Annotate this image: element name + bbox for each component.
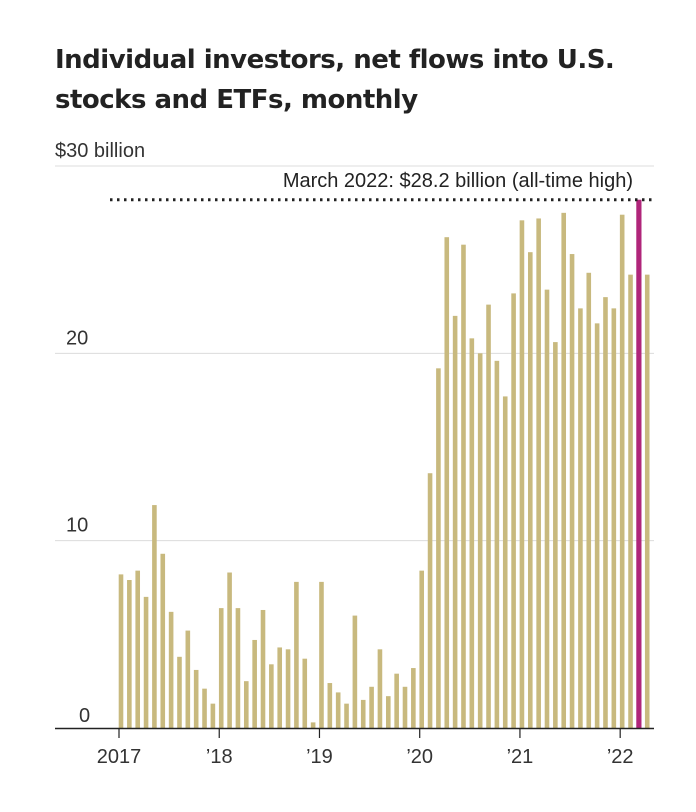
bar <box>444 237 450 729</box>
bar <box>519 220 525 728</box>
bar <box>502 396 508 728</box>
annotation-text: March 2022: $28.2 billion (all-time high… <box>283 170 633 192</box>
bar <box>452 315 458 728</box>
bar <box>569 254 575 728</box>
bar <box>344 703 349 728</box>
bar <box>285 649 291 728</box>
bar <box>527 252 533 728</box>
bar <box>611 308 617 728</box>
bar <box>127 580 132 728</box>
bar <box>243 681 249 728</box>
bar <box>419 570 425 728</box>
bar <box>135 570 141 728</box>
bar <box>477 353 483 728</box>
bar <box>427 473 433 728</box>
bar <box>461 244 466 728</box>
bar <box>385 696 391 728</box>
bar <box>227 572 232 728</box>
bar <box>118 574 124 728</box>
x-tick-label: ’18 <box>206 746 233 768</box>
bar <box>260 609 266 728</box>
bar <box>469 338 475 728</box>
bar <box>436 368 441 728</box>
bar <box>294 581 299 728</box>
bar <box>628 274 633 728</box>
x-tick-label: ’22 <box>607 746 634 768</box>
axes: 0 10 20 $30 billion 2017 ’18 ’19 ’20 ’21 ’22 <box>55 140 654 768</box>
bar <box>360 699 366 728</box>
y-tick-label: 0 <box>79 705 90 727</box>
bar <box>594 323 600 728</box>
bars <box>118 199 650 729</box>
bar <box>411 668 416 728</box>
bar <box>394 673 399 728</box>
bar <box>269 664 274 728</box>
bar <box>310 722 316 728</box>
bar <box>319 581 324 728</box>
x-tick-label: ’21 <box>507 746 534 768</box>
bar <box>327 683 333 728</box>
x-tick-label: ’19 <box>306 746 333 768</box>
bar <box>352 615 358 728</box>
bar <box>168 611 174 728</box>
chart-title: Individual investors, net flows into U.S… <box>55 45 615 115</box>
bar <box>561 212 567 729</box>
bar <box>377 649 383 728</box>
bar <box>486 304 491 728</box>
x-tick-label: 2017 <box>97 746 142 768</box>
bar <box>586 272 592 728</box>
y-tick-label: 10 <box>66 515 88 537</box>
bar <box>193 669 199 728</box>
bar <box>511 293 516 728</box>
y-tick-label: 20 <box>66 327 88 349</box>
bar <box>335 692 341 728</box>
bar <box>578 308 583 728</box>
bar <box>218 608 224 728</box>
annotation: March 2022: $28.2 billion (all-time high… <box>110 170 654 202</box>
bar-highlight <box>636 199 642 729</box>
bar <box>177 656 182 728</box>
x-tick-label: ’20 <box>406 746 433 768</box>
bar <box>369 686 374 728</box>
bar <box>603 297 608 728</box>
bar <box>143 596 149 728</box>
bar <box>619 214 625 728</box>
y-tick-label: $30 billion <box>55 140 145 162</box>
bar <box>544 289 550 728</box>
bar <box>160 553 166 728</box>
bar <box>644 274 650 728</box>
bar <box>553 342 558 728</box>
bar <box>202 688 207 728</box>
bar <box>277 647 283 728</box>
bar <box>152 505 157 728</box>
bar <box>252 639 257 728</box>
bar <box>302 658 308 728</box>
bar <box>536 218 541 728</box>
bar <box>494 360 500 728</box>
bar <box>210 703 216 728</box>
bar <box>402 686 408 728</box>
bar <box>185 630 191 728</box>
bar <box>235 608 241 728</box>
